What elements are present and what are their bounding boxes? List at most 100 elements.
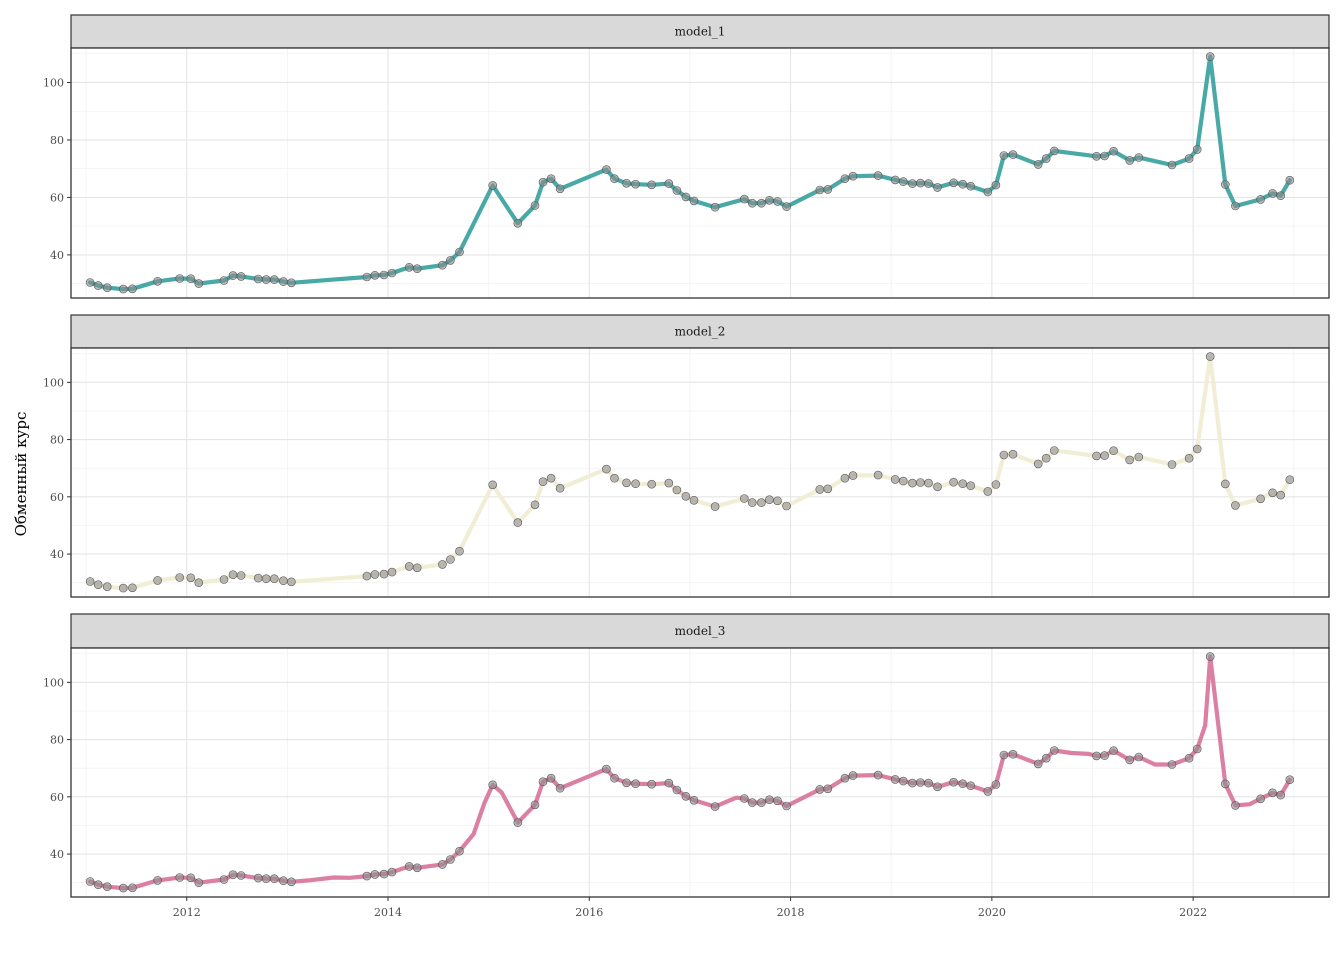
observed-point — [710, 202, 720, 212]
observed-point — [1125, 755, 1134, 765]
panel-1: model_1 40 60 80 100 — [43, 14, 1330, 299]
observed-point — [513, 518, 523, 527]
observed-point — [1276, 490, 1285, 500]
observed-point — [689, 795, 699, 805]
observed-point — [999, 151, 1009, 160]
y-tick-label: 60 — [50, 791, 64, 804]
observed-point — [991, 180, 1001, 190]
observed-point — [958, 779, 968, 789]
observed-point — [387, 867, 397, 877]
observed-point — [1256, 494, 1265, 504]
panel-border — [70, 47, 1330, 299]
observed-point — [1109, 746, 1118, 756]
observed-point — [85, 877, 95, 886]
observed-point — [739, 794, 749, 803]
observed-point — [602, 165, 611, 174]
x-tick-label: 2016 — [575, 906, 603, 919]
observed-point — [949, 477, 958, 487]
observed-point — [958, 179, 968, 189]
observed-point — [279, 876, 288, 886]
y-tick-label: 60 — [50, 491, 64, 504]
observed-point — [757, 198, 766, 208]
observed-point — [1041, 753, 1051, 763]
observed-point — [1092, 152, 1101, 161]
observed-point — [739, 194, 749, 204]
observed-point — [153, 276, 162, 286]
observed-point — [1268, 788, 1277, 798]
observed-point — [379, 869, 389, 879]
observed-point — [916, 778, 925, 787]
observed-point — [672, 485, 682, 495]
observed-point — [488, 480, 498, 490]
observed-point — [924, 778, 933, 788]
observed-point — [840, 174, 850, 183]
observed-point — [747, 198, 757, 208]
observed-point — [1231, 201, 1240, 211]
observed-point — [362, 272, 372, 282]
observed-point — [747, 798, 757, 807]
y-axis-label: Обменный курс — [12, 412, 30, 537]
observed-point — [412, 563, 422, 573]
observed-point — [672, 186, 682, 195]
observed-point — [782, 801, 791, 811]
observed-point — [908, 778, 917, 788]
panel-strip — [70, 14, 1330, 49]
observed-point — [966, 481, 976, 491]
observed-point — [362, 871, 372, 881]
observed-point — [412, 264, 422, 274]
panel-background — [71, 348, 1329, 597]
observed-point — [128, 583, 137, 593]
observed-point — [1008, 150, 1018, 159]
y-tick-label: 80 — [50, 434, 64, 447]
observed-point — [1268, 189, 1277, 198]
observed-point — [602, 764, 611, 774]
observed-point — [924, 478, 933, 488]
observed-point — [664, 179, 674, 188]
observed-point — [983, 187, 993, 197]
observed-point — [93, 281, 103, 290]
panel-border — [70, 647, 1330, 898]
observed-point — [983, 787, 993, 796]
observed-point — [1167, 160, 1177, 170]
observed-point — [672, 785, 682, 795]
observed-point — [681, 491, 691, 501]
observed-point — [362, 571, 372, 581]
observed-point — [916, 478, 925, 487]
observed-point — [253, 873, 263, 883]
observed-point — [631, 479, 640, 489]
observed-point — [1256, 794, 1265, 804]
observed-point — [966, 781, 976, 791]
observed-point — [765, 495, 774, 505]
observed-point — [228, 870, 238, 880]
observed-point — [287, 577, 296, 587]
observed-point — [1184, 453, 1194, 463]
observed-point — [1033, 160, 1043, 169]
observed-point — [102, 283, 112, 293]
observed-point — [782, 501, 791, 511]
observed-point — [610, 473, 619, 483]
observed-point — [370, 270, 380, 280]
observed-point — [446, 256, 455, 265]
observed-point — [555, 184, 565, 194]
observed-point — [488, 780, 498, 790]
observed-point — [782, 202, 791, 211]
observed-point — [1192, 145, 1202, 154]
observed-point — [1041, 453, 1051, 463]
observed-point — [1008, 449, 1018, 459]
panel-2: model_2 40 60 80 100 — [43, 314, 1330, 598]
observed-point — [279, 277, 288, 286]
panel-strip-label: model_1 — [675, 25, 726, 39]
observed-point — [85, 278, 95, 287]
observed-point — [848, 771, 858, 780]
observed-point — [999, 450, 1009, 460]
observed-point — [991, 780, 1001, 789]
observed-point — [1050, 746, 1059, 755]
observed-point — [1192, 744, 1202, 754]
panel-strip — [70, 314, 1330, 349]
observed-point — [933, 183, 942, 192]
observed-point — [175, 873, 184, 882]
observed-point — [983, 487, 993, 496]
observed-point — [1285, 775, 1295, 785]
observed-point — [647, 479, 657, 489]
observed-point — [186, 274, 196, 284]
